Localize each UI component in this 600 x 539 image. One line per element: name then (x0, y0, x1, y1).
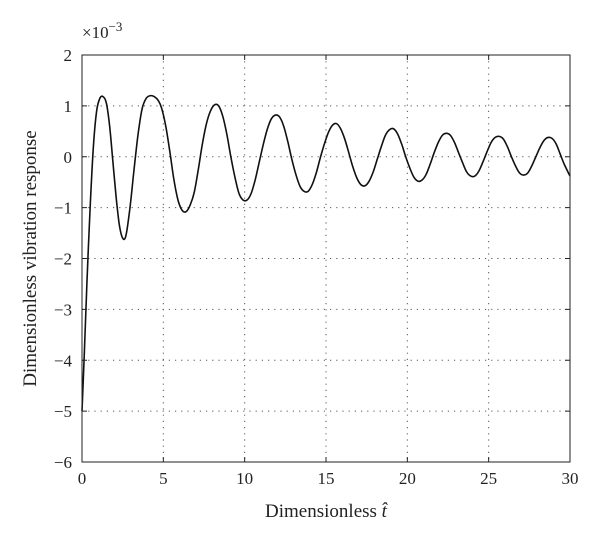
ticks (81, 54, 571, 463)
y-tick-label: −5 (54, 402, 72, 421)
y-tick-label: 2 (64, 46, 73, 65)
y-axis-label: Dimensionless vibration response (20, 130, 41, 386)
y-tick-labels: −6 −5 −4 −3 −2 −1 0 1 2 (54, 46, 73, 472)
y-tick-label: −2 (54, 250, 72, 269)
x-tick-label: 20 (399, 469, 416, 488)
y-tick-label: −4 (54, 351, 73, 370)
x-axis-label: Dimensionless t̂ (265, 501, 389, 522)
x-tick-label: 30 (562, 469, 579, 488)
series-line (81, 94, 571, 412)
plot-frame (81, 54, 571, 463)
series-group (81, 94, 571, 412)
y-tick-label: 0 (64, 148, 73, 167)
y-tick-label: −1 (54, 199, 72, 218)
grid (82, 55, 570, 462)
x-tick-labels: 0 5 10 15 20 25 30 (78, 469, 579, 488)
x-tick-label: 5 (159, 469, 168, 488)
x-tick-label: 25 (480, 469, 497, 488)
x-tick-label: 10 (236, 469, 253, 488)
y-multiplier: ×10−3 (82, 19, 122, 42)
y-tick-label: −3 (54, 300, 72, 319)
x-tick-label: 15 (318, 469, 335, 488)
y-tick-label: −6 (54, 453, 72, 472)
y-tick-label: 1 (64, 97, 73, 116)
x-tick-label: 0 (78, 469, 87, 488)
